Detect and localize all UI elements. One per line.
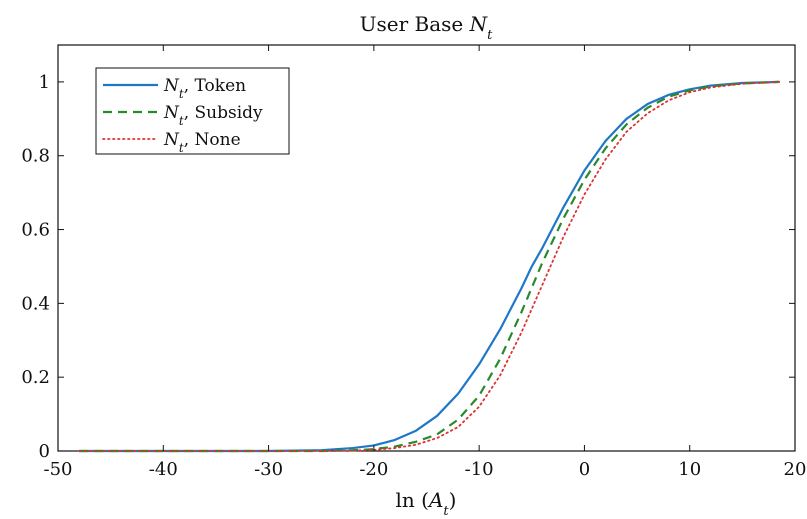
chart-title-symbol: N xyxy=(469,12,489,36)
x-tick-label: -30 xyxy=(254,459,283,480)
x-axis-label-suffix: ) xyxy=(449,488,457,512)
legend: Nt, Token Nt, Subsidy Nt, None xyxy=(95,67,290,155)
legend-token-subscript: t xyxy=(179,87,184,101)
legend-token-label: Nt, Token xyxy=(163,76,246,101)
tick-layer: -50 -40 -30 -20 -10 0 10 20 0 0.2 0.4 0.6 0.8 1 xyxy=(21,45,806,480)
x-tick-label: 0 xyxy=(579,459,590,480)
legend-subsidy-symbol: N xyxy=(163,103,180,123)
legend-subsidy-label: Nt, Subsidy xyxy=(163,103,263,128)
series-line-subsidy xyxy=(79,80,780,453)
y-tick-label: 0 xyxy=(39,441,50,462)
y-tick-label: 0.4 xyxy=(21,293,50,314)
legend-none-label: Nt, None xyxy=(163,130,241,155)
y-tick-label: 0.8 xyxy=(21,146,50,167)
x-axis-label-symbol: A xyxy=(427,488,443,512)
x-tick-label: 20 xyxy=(784,459,807,480)
legend-none-suffix: , None xyxy=(184,130,241,150)
x-tick-label: -40 xyxy=(149,459,178,480)
x-tick-label: -50 xyxy=(44,459,73,480)
chart-title: User Base Nt xyxy=(360,12,493,43)
x-tick-label: -20 xyxy=(359,459,388,480)
legend-subsidy-suffix: , Subsidy xyxy=(184,103,263,123)
legend-none-symbol: N xyxy=(163,130,180,150)
x-tick-label: -10 xyxy=(465,459,494,480)
series-layer xyxy=(78,80,781,453)
x-axis-label: ln (At) xyxy=(396,488,457,519)
y-tick-label: 0.2 xyxy=(21,367,50,388)
x-axis-label-prefix: ln ( xyxy=(396,488,429,512)
legend-none-subscript: t xyxy=(179,141,184,155)
chart-title-prefix: User Base xyxy=(360,12,470,36)
legend-token-symbol: N xyxy=(163,76,180,96)
chart-title-subscript: t xyxy=(487,28,493,43)
y-tick-label: 0.6 xyxy=(21,220,50,241)
plot-frame xyxy=(57,44,796,452)
series-line-token xyxy=(79,80,780,453)
x-tick-label: 10 xyxy=(678,459,701,480)
y-tick-label: 1 xyxy=(39,72,50,93)
legend-subsidy-subscript: t xyxy=(179,114,184,128)
series-line-none xyxy=(78,81,781,452)
legend-token-suffix: , Token xyxy=(184,76,246,96)
x-axis-label-subscript: t xyxy=(443,504,449,519)
